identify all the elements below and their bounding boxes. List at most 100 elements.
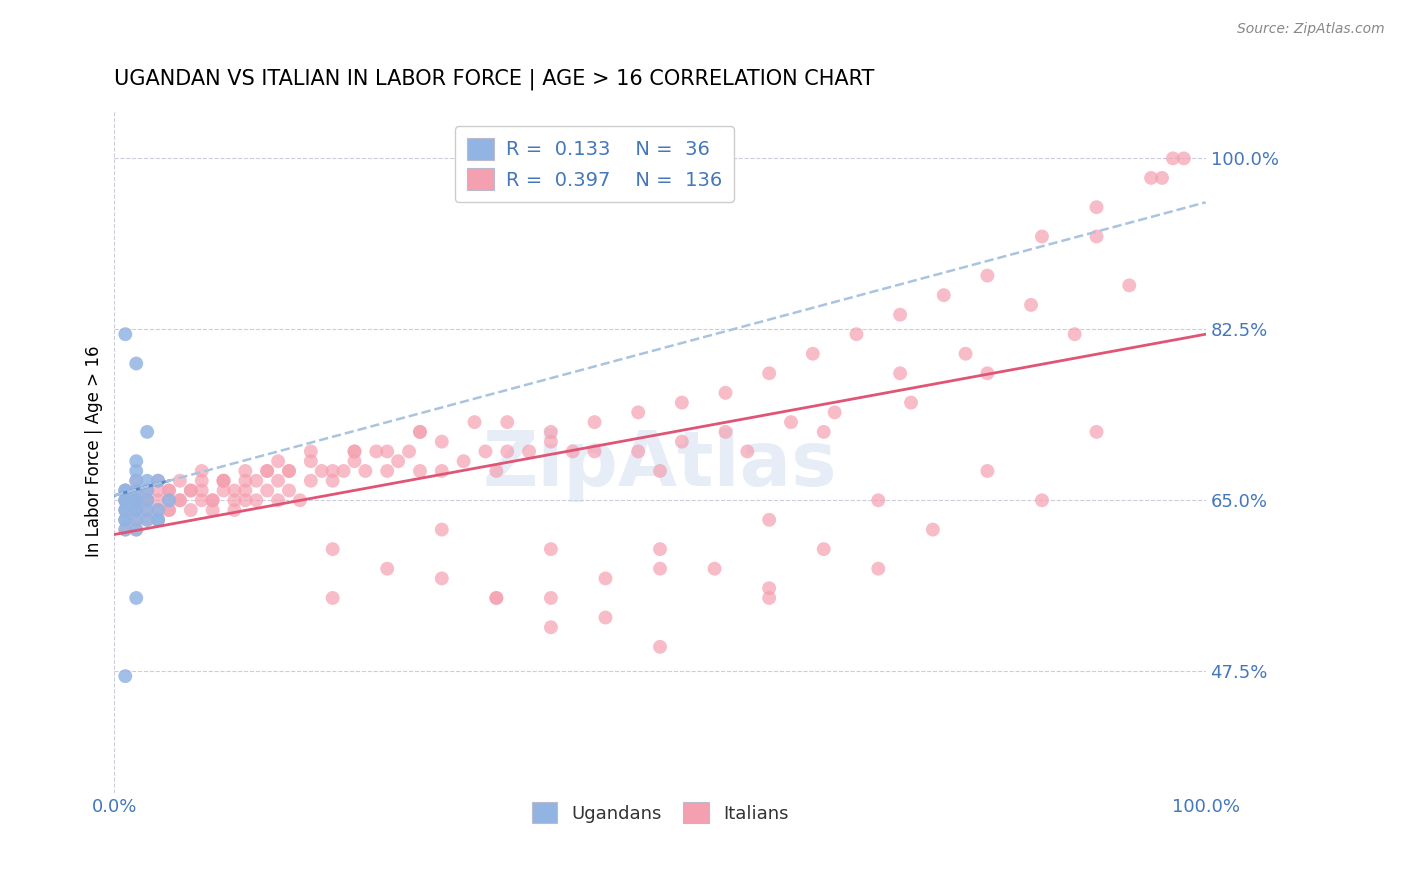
- Point: [1140, 170, 1163, 185]
- Point: [278, 464, 301, 478]
- Point: [114, 513, 136, 527]
- Point: [125, 493, 148, 508]
- Point: [114, 503, 136, 517]
- Point: [430, 523, 453, 537]
- Point: [245, 474, 267, 488]
- Point: [125, 493, 148, 508]
- Point: [136, 503, 159, 517]
- Point: [409, 425, 432, 439]
- Point: [299, 444, 322, 458]
- Point: [868, 562, 890, 576]
- Point: [540, 620, 562, 634]
- Point: [235, 464, 257, 478]
- Point: [496, 415, 519, 429]
- Point: [311, 464, 333, 478]
- Point: [190, 474, 212, 488]
- Point: [1085, 229, 1108, 244]
- Point: [627, 444, 650, 458]
- Point: [737, 444, 759, 458]
- Point: [201, 493, 224, 508]
- Text: UGANDAN VS ITALIAN IN LABOR FORCE | AGE > 16 CORRELATION CHART: UGANDAN VS ITALIAN IN LABOR FORCE | AGE …: [114, 69, 875, 90]
- Point: [169, 493, 191, 508]
- Point: [201, 493, 224, 508]
- Point: [322, 542, 344, 557]
- Point: [212, 483, 235, 498]
- Point: [583, 415, 606, 429]
- Point: [671, 395, 693, 409]
- Point: [714, 385, 737, 400]
- Point: [583, 444, 606, 458]
- Point: [267, 493, 290, 508]
- Y-axis label: In Labor Force | Age > 16: In Labor Force | Age > 16: [86, 346, 103, 558]
- Point: [1085, 425, 1108, 439]
- Point: [146, 493, 169, 508]
- Point: [146, 483, 169, 498]
- Point: [758, 591, 780, 605]
- Point: [976, 464, 998, 478]
- Point: [114, 513, 136, 527]
- Point: [125, 591, 148, 605]
- Point: [224, 493, 246, 508]
- Point: [595, 610, 617, 624]
- Point: [235, 483, 257, 498]
- Point: [114, 493, 136, 508]
- Point: [1173, 152, 1195, 166]
- Point: [125, 503, 148, 517]
- Point: [157, 483, 180, 498]
- Point: [224, 503, 246, 517]
- Point: [235, 493, 257, 508]
- Point: [146, 513, 169, 527]
- Point: [125, 523, 148, 537]
- Point: [375, 562, 398, 576]
- Point: [824, 405, 846, 419]
- Point: [114, 327, 136, 342]
- Point: [125, 454, 148, 468]
- Point: [671, 434, 693, 449]
- Point: [758, 513, 780, 527]
- Point: [114, 493, 136, 508]
- Text: ZipAtlas: ZipAtlas: [482, 428, 838, 502]
- Point: [845, 327, 868, 342]
- Point: [212, 474, 235, 488]
- Point: [430, 464, 453, 478]
- Point: [125, 474, 148, 488]
- Point: [955, 347, 977, 361]
- Point: [648, 640, 671, 654]
- Point: [813, 542, 835, 557]
- Point: [136, 483, 159, 498]
- Point: [540, 425, 562, 439]
- Point: [190, 493, 212, 508]
- Point: [1150, 170, 1173, 185]
- Point: [114, 493, 136, 508]
- Point: [278, 464, 301, 478]
- Point: [496, 444, 519, 458]
- Point: [409, 425, 432, 439]
- Point: [136, 493, 159, 508]
- Point: [322, 474, 344, 488]
- Point: [256, 464, 278, 478]
- Point: [125, 493, 148, 508]
- Point: [125, 493, 148, 508]
- Point: [375, 464, 398, 478]
- Point: [136, 513, 159, 527]
- Point: [114, 493, 136, 508]
- Point: [921, 523, 943, 537]
- Point: [561, 444, 583, 458]
- Point: [595, 571, 617, 585]
- Point: [114, 523, 136, 537]
- Point: [256, 464, 278, 478]
- Point: [375, 444, 398, 458]
- Point: [125, 493, 148, 508]
- Point: [125, 474, 148, 488]
- Point: [136, 513, 159, 527]
- Point: [430, 434, 453, 449]
- Point: [114, 669, 136, 683]
- Point: [114, 503, 136, 517]
- Point: [1019, 298, 1042, 312]
- Point: [1161, 152, 1184, 166]
- Point: [114, 483, 136, 498]
- Point: [474, 444, 496, 458]
- Point: [114, 523, 136, 537]
- Point: [932, 288, 955, 302]
- Point: [267, 474, 290, 488]
